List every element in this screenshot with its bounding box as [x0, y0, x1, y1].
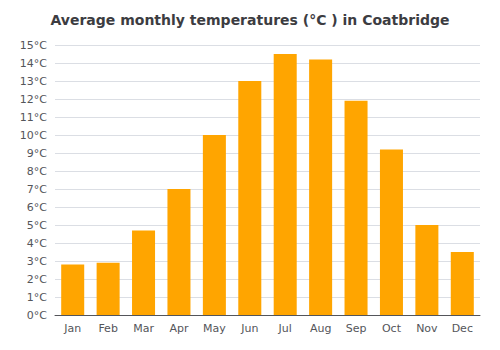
svg-text:Feb: Feb: [98, 322, 117, 335]
svg-text:Average monthly temperatures (: Average monthly temperatures (°C ) in Co…: [51, 12, 450, 28]
svg-text:11°C: 11°C: [20, 111, 47, 124]
svg-text:Oct: Oct: [382, 322, 402, 335]
svg-text:0°C: 0°C: [27, 309, 47, 322]
svg-text:Aug: Aug: [310, 322, 331, 335]
svg-text:Sep: Sep: [346, 322, 367, 335]
svg-text:Nov: Nov: [416, 322, 438, 335]
svg-text:Jul: Jul: [278, 322, 292, 335]
svg-text:2°C: 2°C: [27, 273, 47, 286]
svg-text:Apr: Apr: [169, 322, 189, 335]
svg-text:Jan: Jan: [63, 322, 81, 335]
svg-text:May: May: [203, 322, 226, 335]
svg-text:12°C: 12°C: [20, 93, 47, 106]
svg-text:14°C: 14°C: [20, 57, 47, 70]
svg-text:3°C: 3°C: [27, 255, 47, 268]
svg-text:Mar: Mar: [133, 322, 154, 335]
svg-text:4°C: 4°C: [27, 237, 47, 250]
svg-text:9°C: 9°C: [27, 147, 47, 160]
svg-text:8°C: 8°C: [27, 165, 47, 178]
svg-text:10°C: 10°C: [20, 129, 47, 142]
svg-text:1°C: 1°C: [27, 291, 47, 304]
svg-text:15°C: 15°C: [20, 39, 47, 52]
svg-text:Jun: Jun: [240, 322, 258, 335]
svg-text:13°C: 13°C: [20, 75, 47, 88]
svg-text:5°C: 5°C: [27, 219, 47, 232]
svg-text:Dec: Dec: [452, 322, 473, 335]
svg-text:6°C: 6°C: [27, 201, 47, 214]
svg-text:7°C: 7°C: [27, 183, 47, 196]
